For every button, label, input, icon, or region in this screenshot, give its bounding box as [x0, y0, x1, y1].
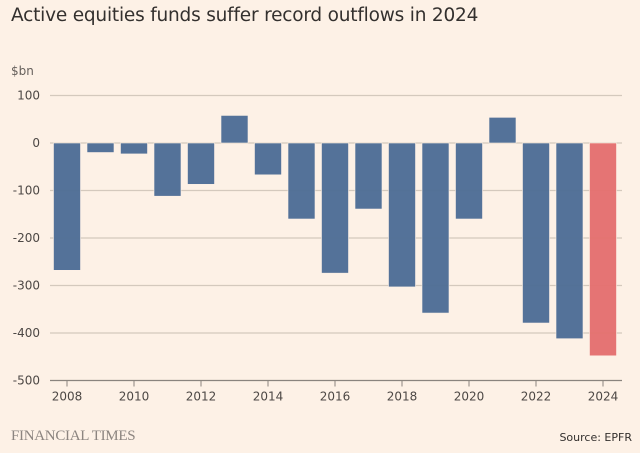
bar-2016: [321, 142, 349, 274]
chart-title: Active equities funds suffer record outf…: [11, 5, 479, 26]
bar-2022: [522, 142, 550, 324]
source-note: Source: EPFR: [559, 431, 632, 444]
y-tick-label: -300: [13, 279, 40, 293]
x-tick-label: 2022: [521, 390, 552, 404]
bar-2021: [488, 117, 517, 144]
x-tick-label: 2008: [52, 390, 83, 404]
bar-2020: [455, 142, 483, 220]
bar-2023: [555, 142, 584, 339]
y-axis-unit-label: $bn: [11, 64, 34, 78]
y-tick-label: -500: [13, 374, 40, 388]
bar-2009: [86, 142, 115, 153]
y-tick-label: -100: [13, 184, 40, 198]
bar-2011: [153, 142, 182, 197]
y-tick-label: -400: [13, 326, 40, 340]
bars: [53, 115, 617, 357]
bar-2013: [220, 115, 249, 144]
x-tick-label: 2024: [588, 390, 619, 404]
bar-2019: [421, 142, 450, 314]
y-tick-label: 100: [17, 89, 40, 103]
ft-brand-logo: FINANCIAL TIMES: [11, 428, 136, 444]
bar-2015: [287, 142, 316, 220]
x-axis: 2008 2010 2012 2014 2016 2018 2020 2022 2024: [50, 379, 622, 404]
y-tick-label: 0: [32, 136, 40, 150]
bar-2008: [53, 142, 81, 271]
x-tick-label: 2018: [387, 390, 418, 404]
x-tick-label: 2020: [454, 390, 485, 404]
bar-2010: [120, 142, 148, 155]
bar-2024: [589, 142, 617, 357]
x-tick-label: 2012: [186, 390, 217, 404]
y-tick-label: -200: [13, 231, 40, 245]
bar-2014: [254, 142, 282, 176]
x-tick-label: 2010: [119, 390, 150, 404]
bar-2018: [388, 142, 416, 288]
x-tick-label: 2014: [253, 390, 284, 404]
bar-2017: [354, 142, 383, 210]
bar-2012: [187, 142, 215, 185]
x-tick-label: 2016: [320, 390, 351, 404]
